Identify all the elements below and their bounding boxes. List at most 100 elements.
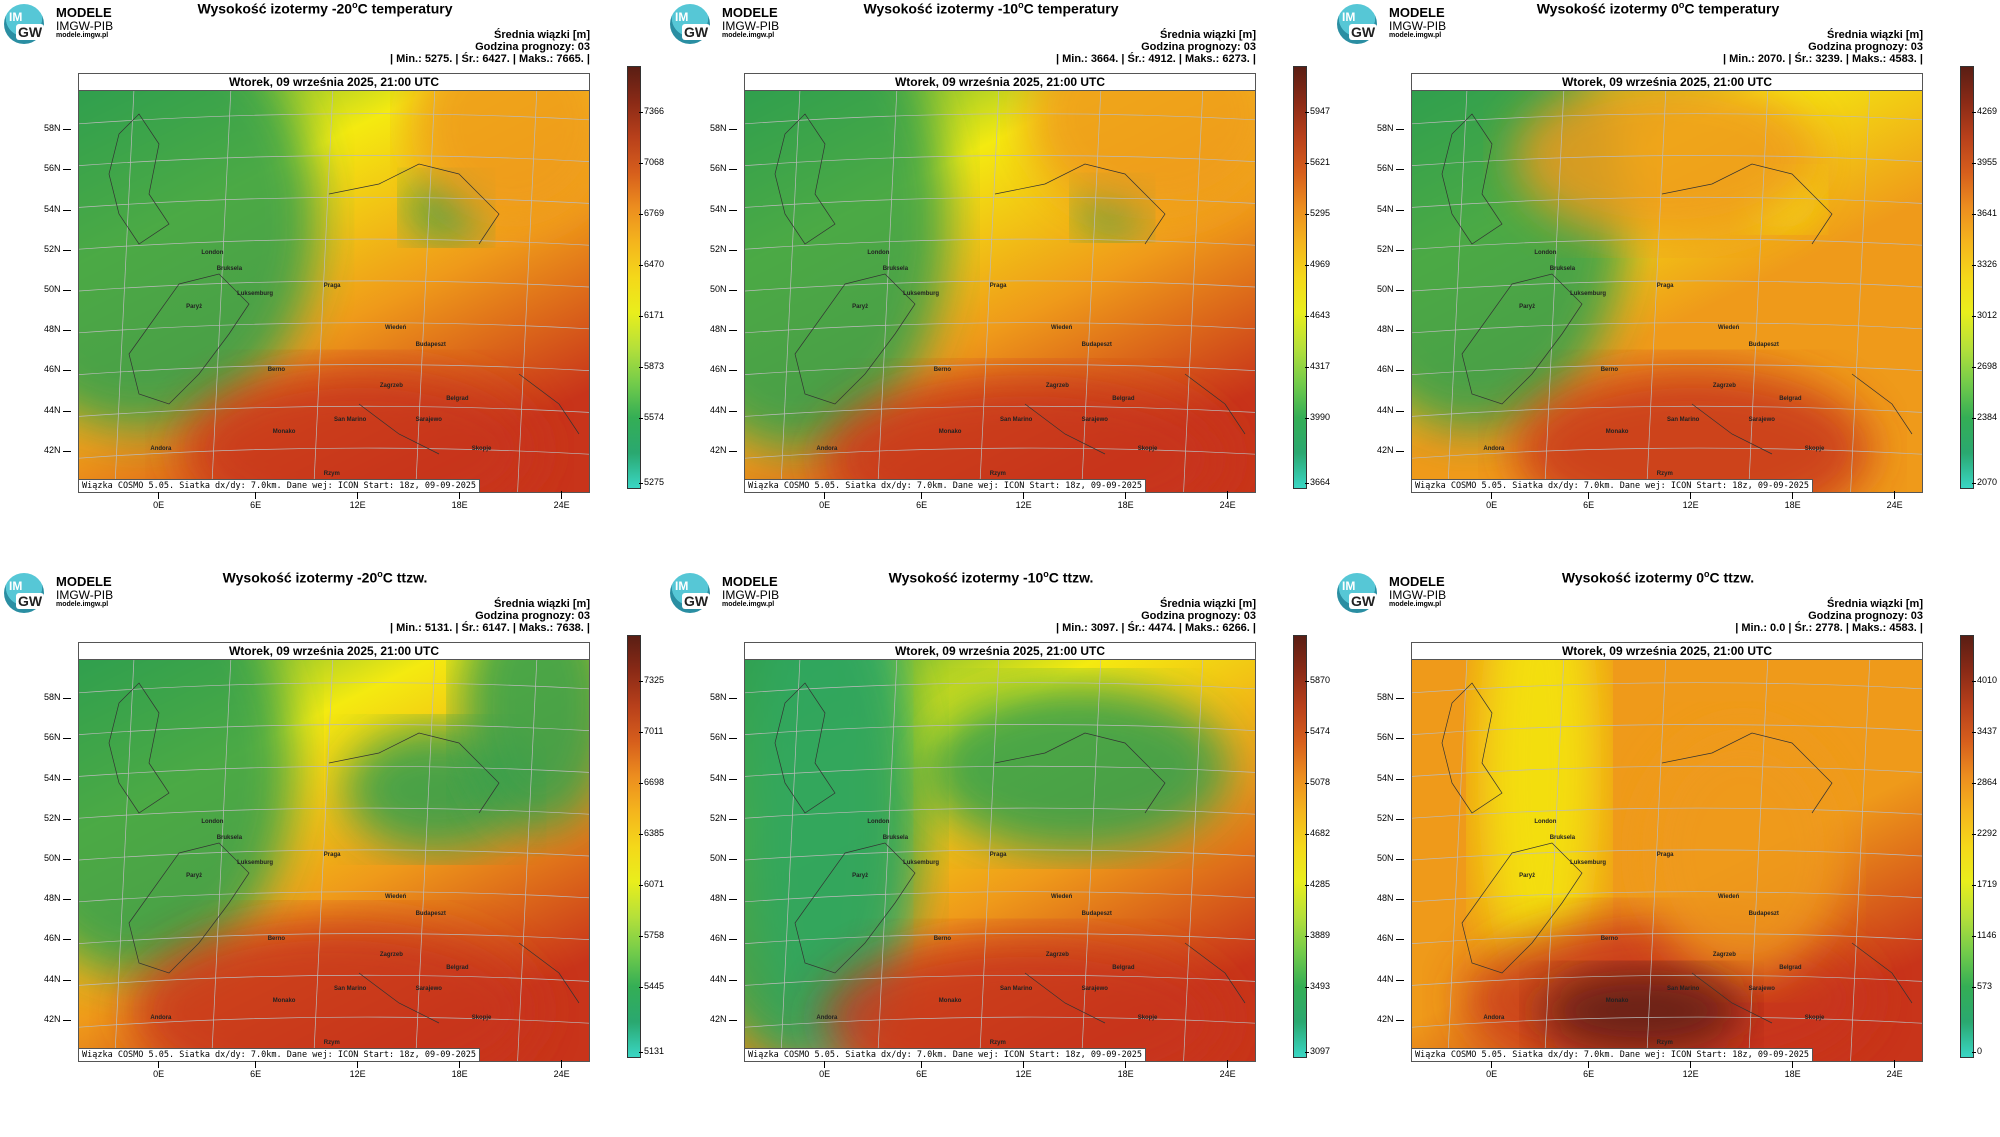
imgw-logo-mark: IM GW [4, 4, 45, 44]
logo-mark-top: IM [9, 579, 23, 593]
city-label: Skopje [1137, 446, 1158, 453]
colorbar-tick-label: 0 [1971, 1046, 1983, 1056]
logo-text-url: modele.imgw.pl [56, 32, 109, 39]
city-label: London [867, 249, 890, 256]
city-label: Andora [816, 446, 838, 453]
forecast-map: Wtorek, 09 września 2025, 21:00 UTC Wiąz… [744, 73, 1256, 493]
latitude-label: 48N [710, 324, 736, 335]
latitude-label: 58N [44, 123, 70, 134]
parallel-line [79, 113, 589, 125]
city-label: Praga [1656, 283, 1674, 289]
map-footer: Wiązka COSMO 5.05. Siatka dx/dy: 7.0km. … [1412, 1048, 1814, 1061]
city-label: Skopje [1804, 1015, 1825, 1022]
meridian-line [211, 643, 232, 1061]
map-field [79, 74, 589, 492]
longitude-label: 24E [547, 491, 577, 510]
city-label: Wiedeń [385, 324, 407, 331]
city-label: Rzym [323, 471, 340, 478]
city-label: Budapeszt [415, 341, 446, 348]
parallel-line [745, 364, 1255, 375]
colorbar-tick-label: 2864 [1971, 777, 1998, 787]
parallel-line [745, 891, 1255, 903]
latitude-label: 50N [710, 853, 736, 863]
latitude-label: 44N [710, 404, 736, 415]
meridian-line [1081, 643, 1102, 1061]
info-stats: | Min.: 3664. | Śr.: 4912. | Maks.: 6273… [1055, 53, 1256, 65]
city-label: Sarajewo [1081, 985, 1108, 992]
logo-mark-bottom: GW [1349, 593, 1378, 609]
forecast-map: Wtorek, 09 września 2025, 21:00 UTC Wiąz… [1411, 73, 1923, 493]
colorbar-tick-label: 6769 [638, 208, 665, 218]
map-date-header: Wtorek, 09 września 2025, 21:00 UTC [1412, 74, 1922, 91]
colorbar-tick-label: 7068 [638, 157, 665, 167]
panel-title: Wysokość izotermy 0oC ttzw. [1561, 569, 1755, 586]
parallel-line [79, 891, 589, 903]
field-region [923, 684, 1230, 852]
city-label: Andora [150, 1015, 172, 1022]
parallel-line [745, 807, 1255, 819]
city-label: Monako [272, 429, 296, 436]
coastline [774, 682, 1246, 1024]
logo-mark-bottom: GW [1349, 24, 1378, 40]
city-label: Luksemburg [1570, 291, 1607, 298]
latitude-label: 50N [44, 284, 70, 294]
latitude-label: 44N [1377, 404, 1403, 415]
logo-text-imgw: IMGW-PIB [722, 588, 780, 602]
meridian-line [517, 643, 538, 1061]
forecast-map: Wtorek, 09 września 2025, 21:00 UTC Wiąz… [78, 73, 590, 493]
parallel-line [1412, 322, 1922, 334]
logo-mark-top: IM [9, 10, 23, 24]
city-label: Belgrad [1779, 395, 1802, 402]
parallel-line [79, 724, 589, 735]
city-label: Berno [1600, 935, 1619, 942]
city-label: Wiedeń [1051, 893, 1073, 900]
longitude-label: 18E [445, 1060, 475, 1079]
city-label: Wiedeń [1718, 324, 1740, 331]
city-label: Monako [938, 429, 962, 436]
colorbar-tick-label: 4969 [1304, 259, 1331, 269]
colorbar-tick-label: 6071 [638, 879, 665, 889]
city-label: Bruksela [882, 266, 909, 273]
map-panel-2: IM GW MODELE IMGW-PIB modele.imgw.pl Wyso… [666, 0, 1332, 568]
city-label: Andora [816, 1015, 838, 1022]
info-mean-label: Średnia wiązki [m] [494, 29, 590, 41]
colorbar-tick-label: 6385 [638, 828, 665, 838]
city-label: London [201, 249, 224, 256]
city-label: Belgrad [1112, 964, 1135, 971]
colorbar-tick-label: 5758 [638, 930, 665, 940]
city-label: Berno [1600, 366, 1619, 373]
latitude-label: 46N [1377, 933, 1403, 944]
city-label: Bruksela [216, 266, 243, 273]
colorbar-tick-label: 5621 [1304, 157, 1331, 167]
city-label: Paryż [1519, 303, 1536, 310]
city-label: Monako [1605, 998, 1629, 1005]
city-label: Budapeszt [1748, 341, 1779, 348]
logo-text-modele: MODELE [722, 5, 778, 20]
city-label: Bruksela [216, 835, 243, 842]
panel-info: Średnia wiązki [m] Godzina prognozy: 03 … [1056, 598, 1256, 634]
city-label: San Marino [1667, 416, 1700, 423]
city-label: Sarajewo [415, 416, 442, 423]
panel-info: Średnia wiązki [m] Godzina prognozy: 03 … [1735, 598, 1923, 634]
city-label: Praga [323, 283, 341, 289]
logo-text-url: modele.imgw.pl [56, 601, 109, 608]
parallel-line [1412, 238, 1922, 250]
latitude-label: 54N [1377, 772, 1403, 783]
city-label: San Marino [1000, 985, 1033, 992]
city-label: Skopje [1137, 1015, 1158, 1022]
city-label: Skopje [471, 446, 492, 453]
parallel-line [79, 933, 589, 944]
parallel-line [79, 765, 589, 777]
latitude-label: 52N [710, 812, 736, 823]
city-label: Andora [1483, 446, 1505, 453]
forecast-map: Wtorek, 09 września 2025, 21:00 UTC Wiąz… [1411, 642, 1923, 1062]
city-label: Paryż [186, 303, 203, 310]
latitude-label: 54N [710, 772, 736, 783]
logo-text-modele: MODELE [56, 574, 112, 589]
colorbar-tick-label: 2070 [1971, 477, 1998, 487]
parallel-line [79, 807, 589, 819]
latitude-label: 46N [710, 933, 736, 944]
city-label: Rzym [989, 1040, 1006, 1047]
city-label: Skopje [1804, 446, 1825, 453]
latitude-label: 52N [710, 243, 736, 254]
